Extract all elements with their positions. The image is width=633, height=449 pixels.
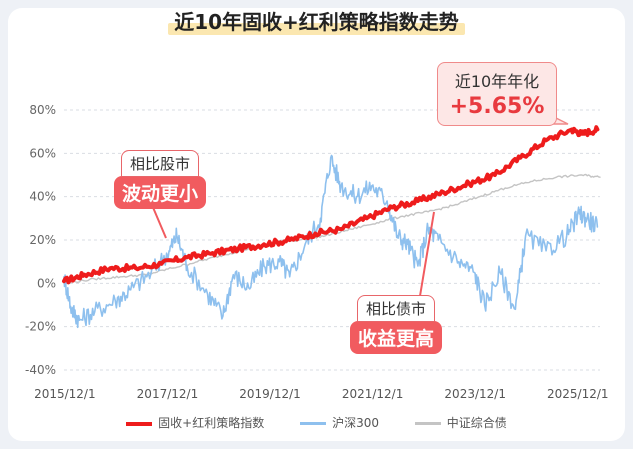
callout-vs-bond-line2: 收益更高 (350, 321, 443, 354)
chart-legend: 固收+红利策略指数 沪深300 中证综合债 (0, 414, 633, 431)
legend-item-bond: 中证综合债 (414, 414, 507, 431)
x-tick-label: 2017/12/1 (137, 387, 199, 401)
callout-vs-stock-line2: 波动更小 (114, 176, 207, 209)
annual-return-value: +5.65% (449, 94, 545, 119)
x-tick-label: 2015/12/1 (34, 387, 96, 401)
callout-vs-stock: 相比股市 波动更小 (114, 150, 207, 209)
y-tick-label: 80% (29, 103, 56, 117)
y-tick-label: 40% (29, 190, 56, 204)
y-tick-label: 0% (37, 276, 56, 290)
y-tick-label: -20% (25, 320, 56, 334)
y-tick-label: -40% (25, 363, 56, 377)
chart-title: 近10年固收+红利策略指数走势 (168, 6, 465, 35)
annual-return-box: 近10年年化 +5.65% (437, 62, 557, 126)
legend-item-strategy: 固收+红利策略指数 (126, 414, 264, 431)
y-tick-label: 20% (29, 233, 56, 247)
annual-return-label: 近10年年化 (454, 72, 540, 91)
x-tick-label: 2023/12/1 (444, 387, 506, 401)
legend-item-hs300: 沪深300 (300, 414, 379, 431)
callout-vs-stock-line1: 相比股市 (121, 150, 200, 177)
chart-title-wrap: 近10年固收+红利策略指数走势 (0, 6, 633, 35)
y-tick-label: 60% (29, 146, 56, 160)
callout-vs-bond-line1: 相比债市 (357, 295, 436, 322)
x-tick-label: 2025/12/1 (547, 387, 609, 401)
callout-vs-bond-pointer (419, 211, 435, 297)
callout-vs-stock-pointer (151, 204, 167, 239)
x-tick-label: 2021/12/1 (342, 387, 404, 401)
series-line-0 (62, 125, 600, 285)
x-tick-label: 2019/12/1 (239, 387, 301, 401)
callout-vs-bond: 相比债市 收益更高 (350, 295, 443, 354)
